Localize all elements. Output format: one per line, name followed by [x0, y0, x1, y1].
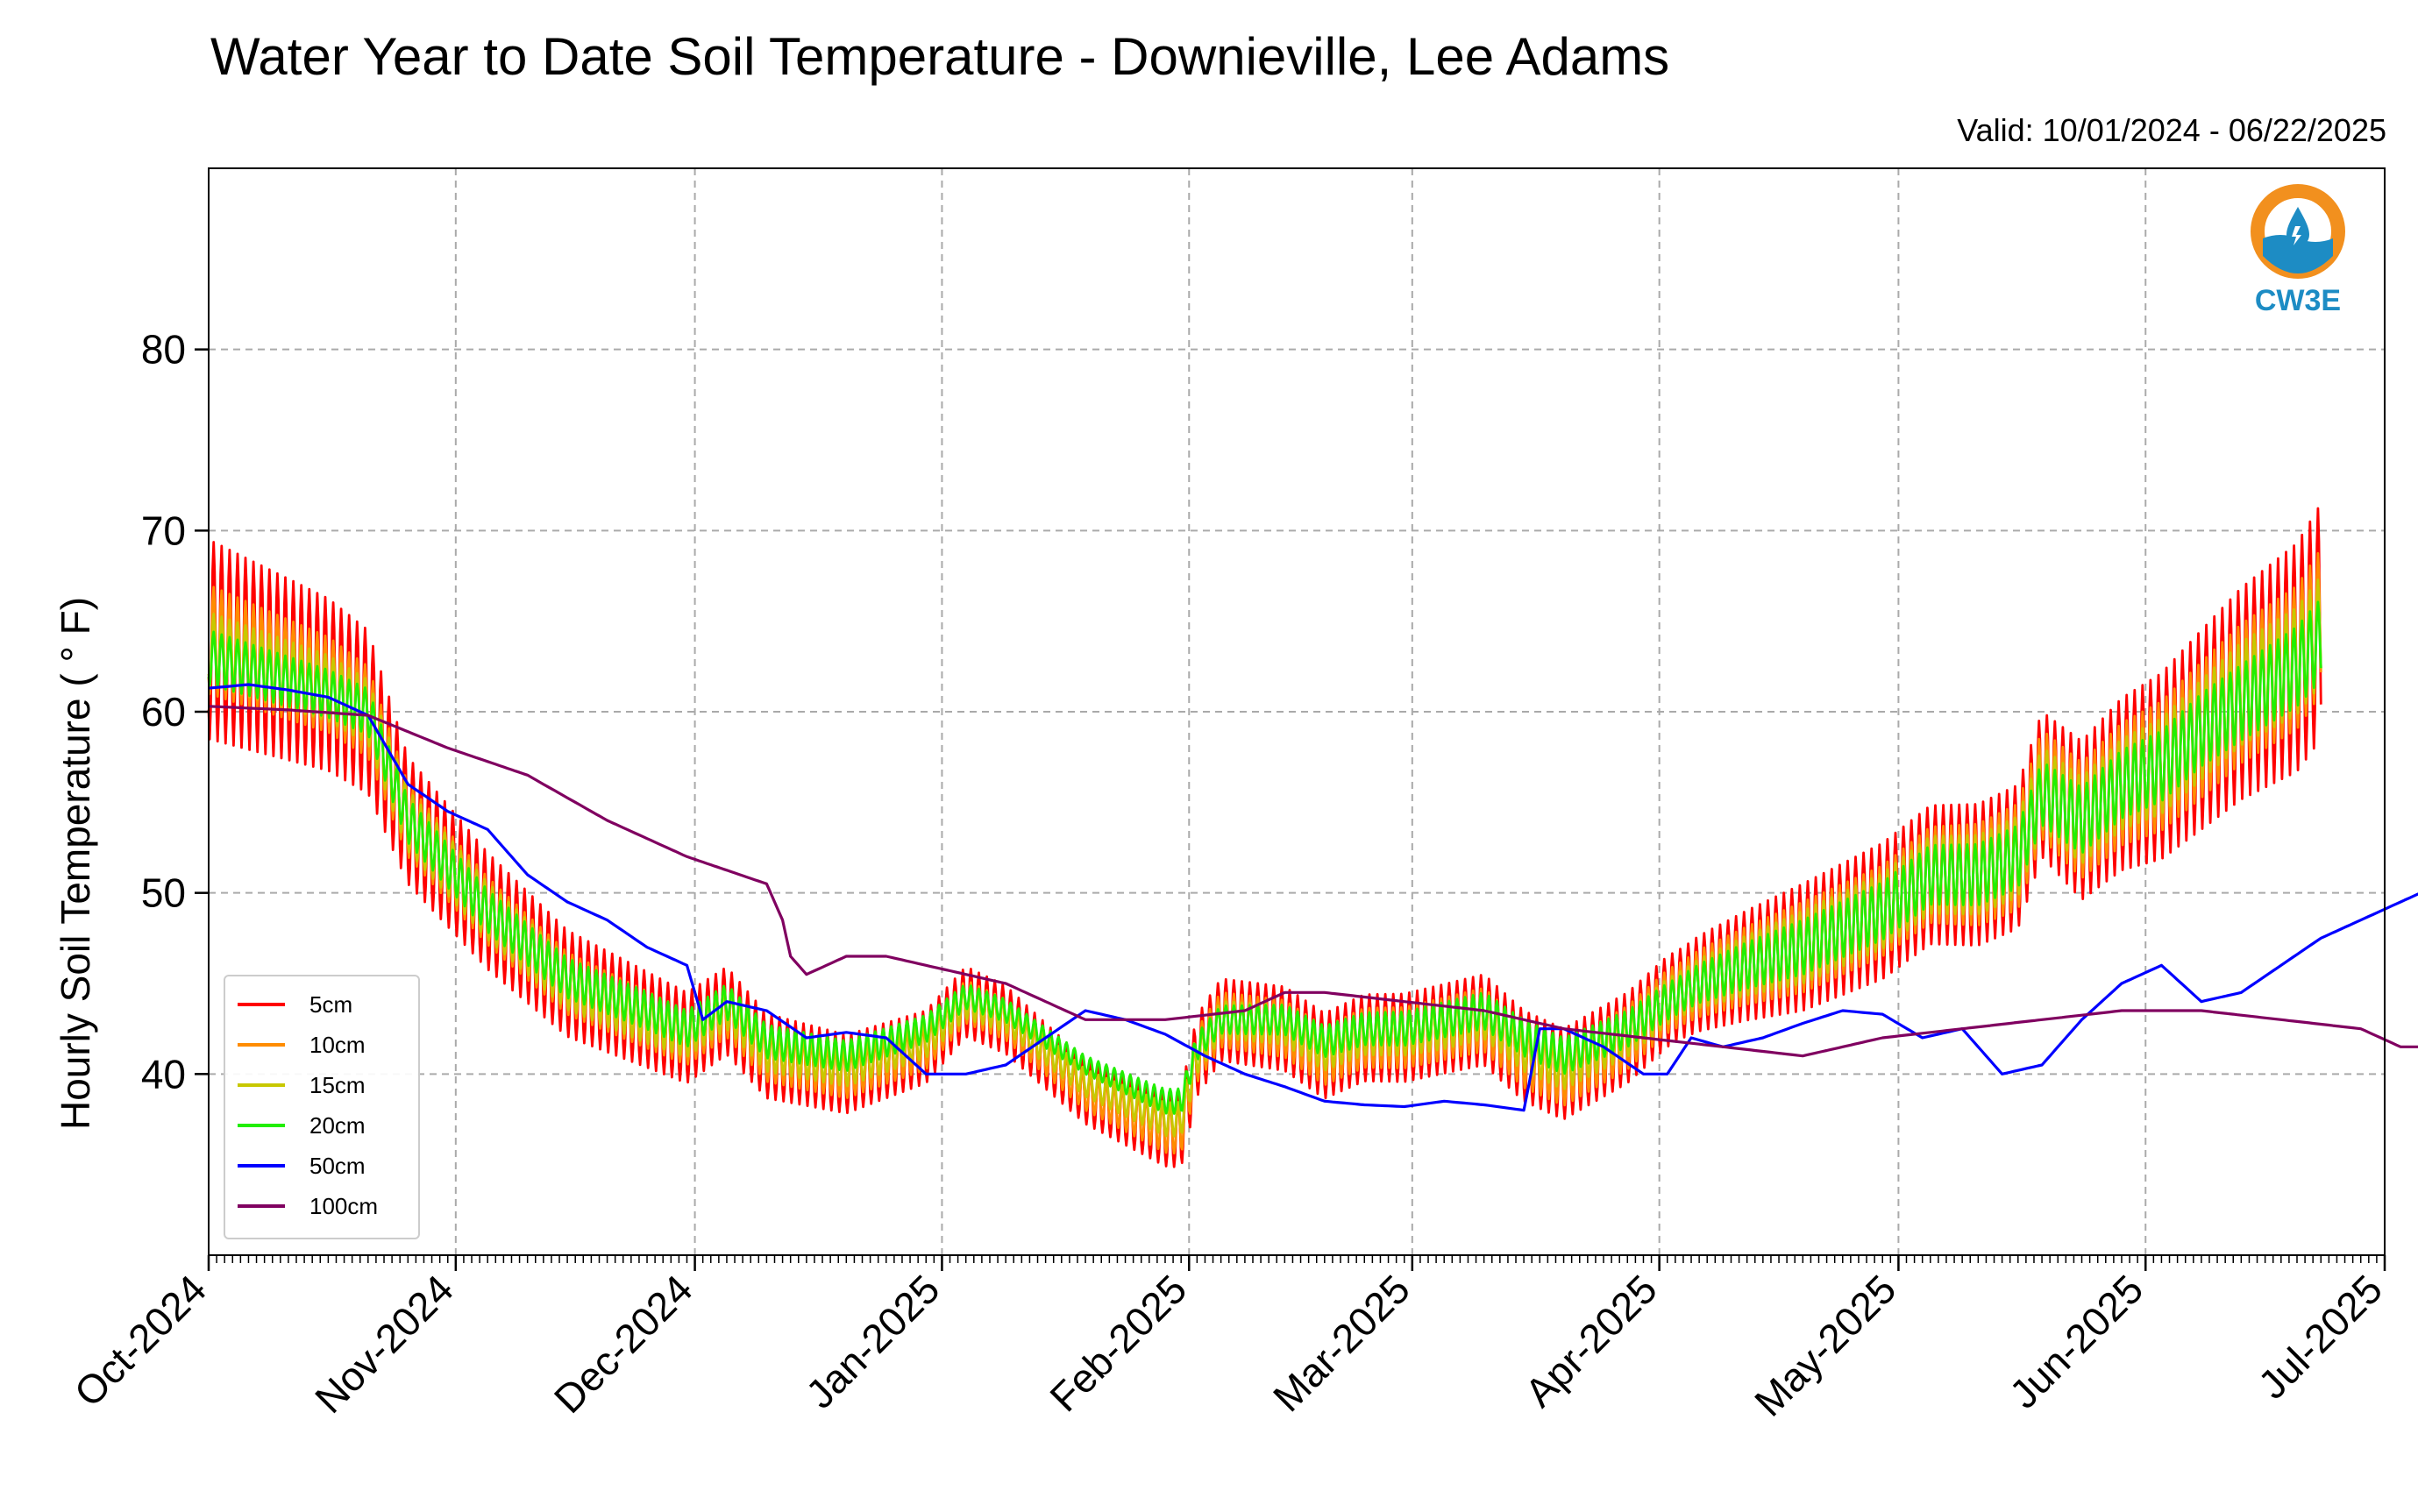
- legend-swatch: [238, 1164, 285, 1168]
- x-tick-label: Apr-2025: [1516, 1266, 1666, 1416]
- series-line-10cm: [207, 551, 2322, 1155]
- x-tick-label: May-2025: [1746, 1266, 1904, 1424]
- series-line-5cm: [207, 507, 2322, 1168]
- legend-item-10cm: 10cm: [238, 1027, 366, 1062]
- legend-swatch: [238, 1083, 285, 1087]
- chart-legend: 5cm 10cm 15cm 20cm 50cm 100cm: [224, 975, 420, 1239]
- chart-title: Water Year to Date Soil Temperature - Do…: [210, 27, 1670, 86]
- x-tick-label: Mar-2025: [1264, 1266, 1419, 1420]
- legend-label: 20cm: [309, 1111, 366, 1139]
- series-line-50cm: [208, 683, 2418, 1112]
- cw3e-logo-icon: [2251, 184, 2345, 279]
- legend-label: 10cm: [309, 1031, 366, 1058]
- y-tick-label: 40: [141, 1051, 186, 1097]
- legend-label: 100cm: [309, 1192, 379, 1219]
- legend-swatch: [238, 1043, 285, 1047]
- x-tick-label: Jan-2025: [797, 1266, 948, 1416]
- x-minor-ticks: [208, 1255, 2386, 1263]
- legend-item-5cm: 5cm: [238, 987, 352, 1022]
- x-tick-label: Jul-2025: [2250, 1266, 2392, 1408]
- legend-swatch: [238, 1204, 285, 1208]
- legend-item-100cm: 100cm: [238, 1189, 378, 1224]
- cw3e-logo-text: CW3E: [2254, 284, 2342, 317]
- x-tick-label: Nov-2024: [306, 1266, 462, 1422]
- y-axis-ticks: 40 50 60 70 80: [141, 327, 209, 1097]
- x-tick-label: Dec-2024: [545, 1266, 701, 1422]
- y-tick-label: 70: [141, 508, 186, 553]
- x-tick-label: Jun-2025: [2001, 1266, 2151, 1416]
- y-tick-label: 60: [141, 689, 186, 735]
- legend-item-15cm: 15cm: [238, 1068, 366, 1103]
- legend-swatch: [238, 1003, 285, 1006]
- y-tick-label: 50: [141, 870, 186, 916]
- legend-label: 50cm: [309, 1152, 366, 1179]
- cw3e-logo: CW3E: [2241, 182, 2355, 323]
- x-tick-label: Oct-2024: [66, 1266, 216, 1416]
- series-layer: [207, 507, 2418, 1168]
- series-line-100cm: [208, 705, 2418, 1058]
- x-tick-label: Feb-2025: [1041, 1266, 1195, 1420]
- x-axis-ticks: Oct-2024 Nov-2024 Dec-2024 Jan-2025 Feb-2025…: [66, 1255, 2392, 1425]
- legend-label: 15cm: [309, 1071, 366, 1098]
- legend-item-50cm: 50cm: [238, 1148, 366, 1183]
- legend-item-20cm: 20cm: [238, 1108, 366, 1143]
- legend-label: 5cm: [309, 990, 353, 1018]
- chart-subtitle: Valid: 10/01/2024 - 06/22/2025: [1957, 112, 2386, 148]
- y-tick-label: 80: [141, 327, 186, 373]
- series-line-20cm: [207, 600, 2322, 1115]
- grid-lines: [209, 168, 2385, 1255]
- legend-swatch: [238, 1124, 285, 1127]
